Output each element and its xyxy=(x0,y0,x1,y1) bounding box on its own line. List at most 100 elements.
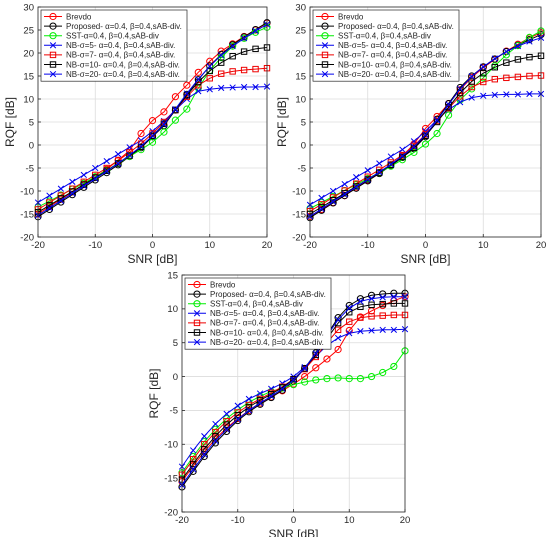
data-point xyxy=(114,160,122,167)
data-point xyxy=(240,48,248,55)
legend-box xyxy=(184,277,332,350)
y-tick-label: 15 xyxy=(167,270,178,281)
data-point xyxy=(346,309,353,316)
data-point xyxy=(346,318,353,325)
data-point xyxy=(229,53,236,60)
y-tick-label: 15 xyxy=(295,71,306,82)
legend-marker xyxy=(49,42,57,49)
x-tick-label: 10 xyxy=(204,240,215,251)
data-point xyxy=(353,183,360,190)
data-point xyxy=(312,351,320,359)
legend-entry-2: Proposed- α=0.4, β=0.4,sAB-div. xyxy=(44,22,182,31)
data-point xyxy=(357,314,364,321)
data-point xyxy=(456,85,464,93)
legend-marker xyxy=(193,300,201,308)
y-tick-label: -5 xyxy=(26,163,34,174)
data-point xyxy=(279,384,286,391)
data-point xyxy=(491,55,499,63)
data-point xyxy=(183,90,191,97)
y-tick-label: -15 xyxy=(292,209,306,220)
legend-entry-4: NB-σ=5- α=0.4, β=0.4,sAB-div. xyxy=(44,41,175,50)
legend-label: NB-σ=10- α=0.4, β=0.4,sAB-div. xyxy=(210,328,324,337)
x-tick-label: -20 xyxy=(175,515,189,526)
data-point xyxy=(211,439,220,447)
data-point xyxy=(92,164,99,172)
legend-marker xyxy=(49,51,57,59)
data-point xyxy=(80,171,87,179)
data-point xyxy=(503,74,510,82)
data-point xyxy=(290,376,297,384)
data-point xyxy=(364,167,371,174)
data-point xyxy=(245,408,253,416)
data-point xyxy=(399,153,406,161)
legend-label: NB-σ=20- α=0.4, β=0.4,sAB-div. xyxy=(66,70,180,79)
data-point xyxy=(201,445,208,453)
data-point xyxy=(334,334,342,342)
legend-marker xyxy=(193,310,201,317)
legend-marker xyxy=(321,22,329,30)
legend-label: SST-α=0.4, β=0.4,sAB-div xyxy=(338,32,431,41)
y-tick-label: -5 xyxy=(298,163,306,174)
data-point xyxy=(206,57,214,65)
series-7 xyxy=(178,293,409,489)
legend-entry-1: Brevdo xyxy=(188,280,236,289)
data-point xyxy=(92,175,99,182)
data-point xyxy=(433,117,441,124)
data-point xyxy=(252,45,259,53)
legend-entry-3: SST-α=0.4, β=0.4,sAB-div xyxy=(188,300,303,309)
data-point xyxy=(526,53,533,61)
series-4 xyxy=(306,90,545,208)
legend-entry-6: NB-σ=10- α=0.4, β=0.4,sAB-div. xyxy=(44,60,180,69)
data-point xyxy=(183,105,191,113)
legend-label: Proposed- α=0.4, β=0.4,sAB-div. xyxy=(338,22,454,31)
chart-panel-1: -20 -10 0 10 20 -20 -15 -10 -5 0 5 10 15 20 25 30 SNR [d… xyxy=(3,2,272,266)
legend-marker xyxy=(321,70,329,78)
data-point xyxy=(357,328,364,335)
data-point xyxy=(526,72,533,80)
legend-entry-5: NB-σ=7- α=0.4, β=0.4,sAB-div. xyxy=(316,51,447,60)
data-point xyxy=(356,375,364,383)
y-tick-label: -20 xyxy=(164,507,178,518)
data-point xyxy=(514,73,522,81)
legend-entry-5: NB-σ=7- α=0.4, β=0.4,sAB-div. xyxy=(188,319,319,328)
data-point xyxy=(346,305,353,312)
data-point xyxy=(160,121,168,128)
y-tick-label: -15 xyxy=(164,473,178,484)
data-point xyxy=(503,48,510,55)
legend-entry-7: NB-σ=20- α=0.4, β=0.4,sAB-div. xyxy=(44,70,180,79)
data-point xyxy=(206,75,213,82)
data-point xyxy=(468,78,475,85)
data-point xyxy=(341,191,348,198)
data-point xyxy=(223,426,230,433)
data-point xyxy=(301,365,308,372)
data-point xyxy=(114,160,122,167)
legend-entry-4: NB-σ=5- α=0.4, β=0.4,sAB-div. xyxy=(316,41,447,50)
data-point xyxy=(456,99,464,106)
data-point xyxy=(234,416,241,423)
y-tick-label: -10 xyxy=(164,440,178,451)
data-point xyxy=(422,132,429,140)
legend-entry-1: Brevdo xyxy=(316,12,364,21)
legend-label: NB-σ=7- α=0.4, β=0.4,sAB-div. xyxy=(210,319,319,328)
data-point xyxy=(353,174,360,181)
x-tick-label: -20 xyxy=(303,240,317,251)
data-point xyxy=(229,84,236,91)
data-point xyxy=(525,33,534,41)
data-point xyxy=(379,326,386,334)
data-point xyxy=(491,91,498,99)
data-point xyxy=(149,132,156,139)
data-point xyxy=(399,146,406,153)
data-point xyxy=(201,441,208,448)
data-point xyxy=(252,27,259,35)
data-point xyxy=(399,152,406,160)
data-point xyxy=(218,84,225,92)
data-point xyxy=(103,157,110,165)
x-tick-label: -10 xyxy=(88,240,102,251)
legend-marker xyxy=(321,42,329,49)
y-axis-label: RQF [dB] xyxy=(3,97,17,147)
legend-label: SST-α=0.4, β=0.4,sAB-div xyxy=(210,300,303,309)
data-point xyxy=(45,205,54,213)
data-point xyxy=(301,372,309,381)
x-tick-label: 20 xyxy=(536,240,547,251)
data-point xyxy=(390,326,398,334)
